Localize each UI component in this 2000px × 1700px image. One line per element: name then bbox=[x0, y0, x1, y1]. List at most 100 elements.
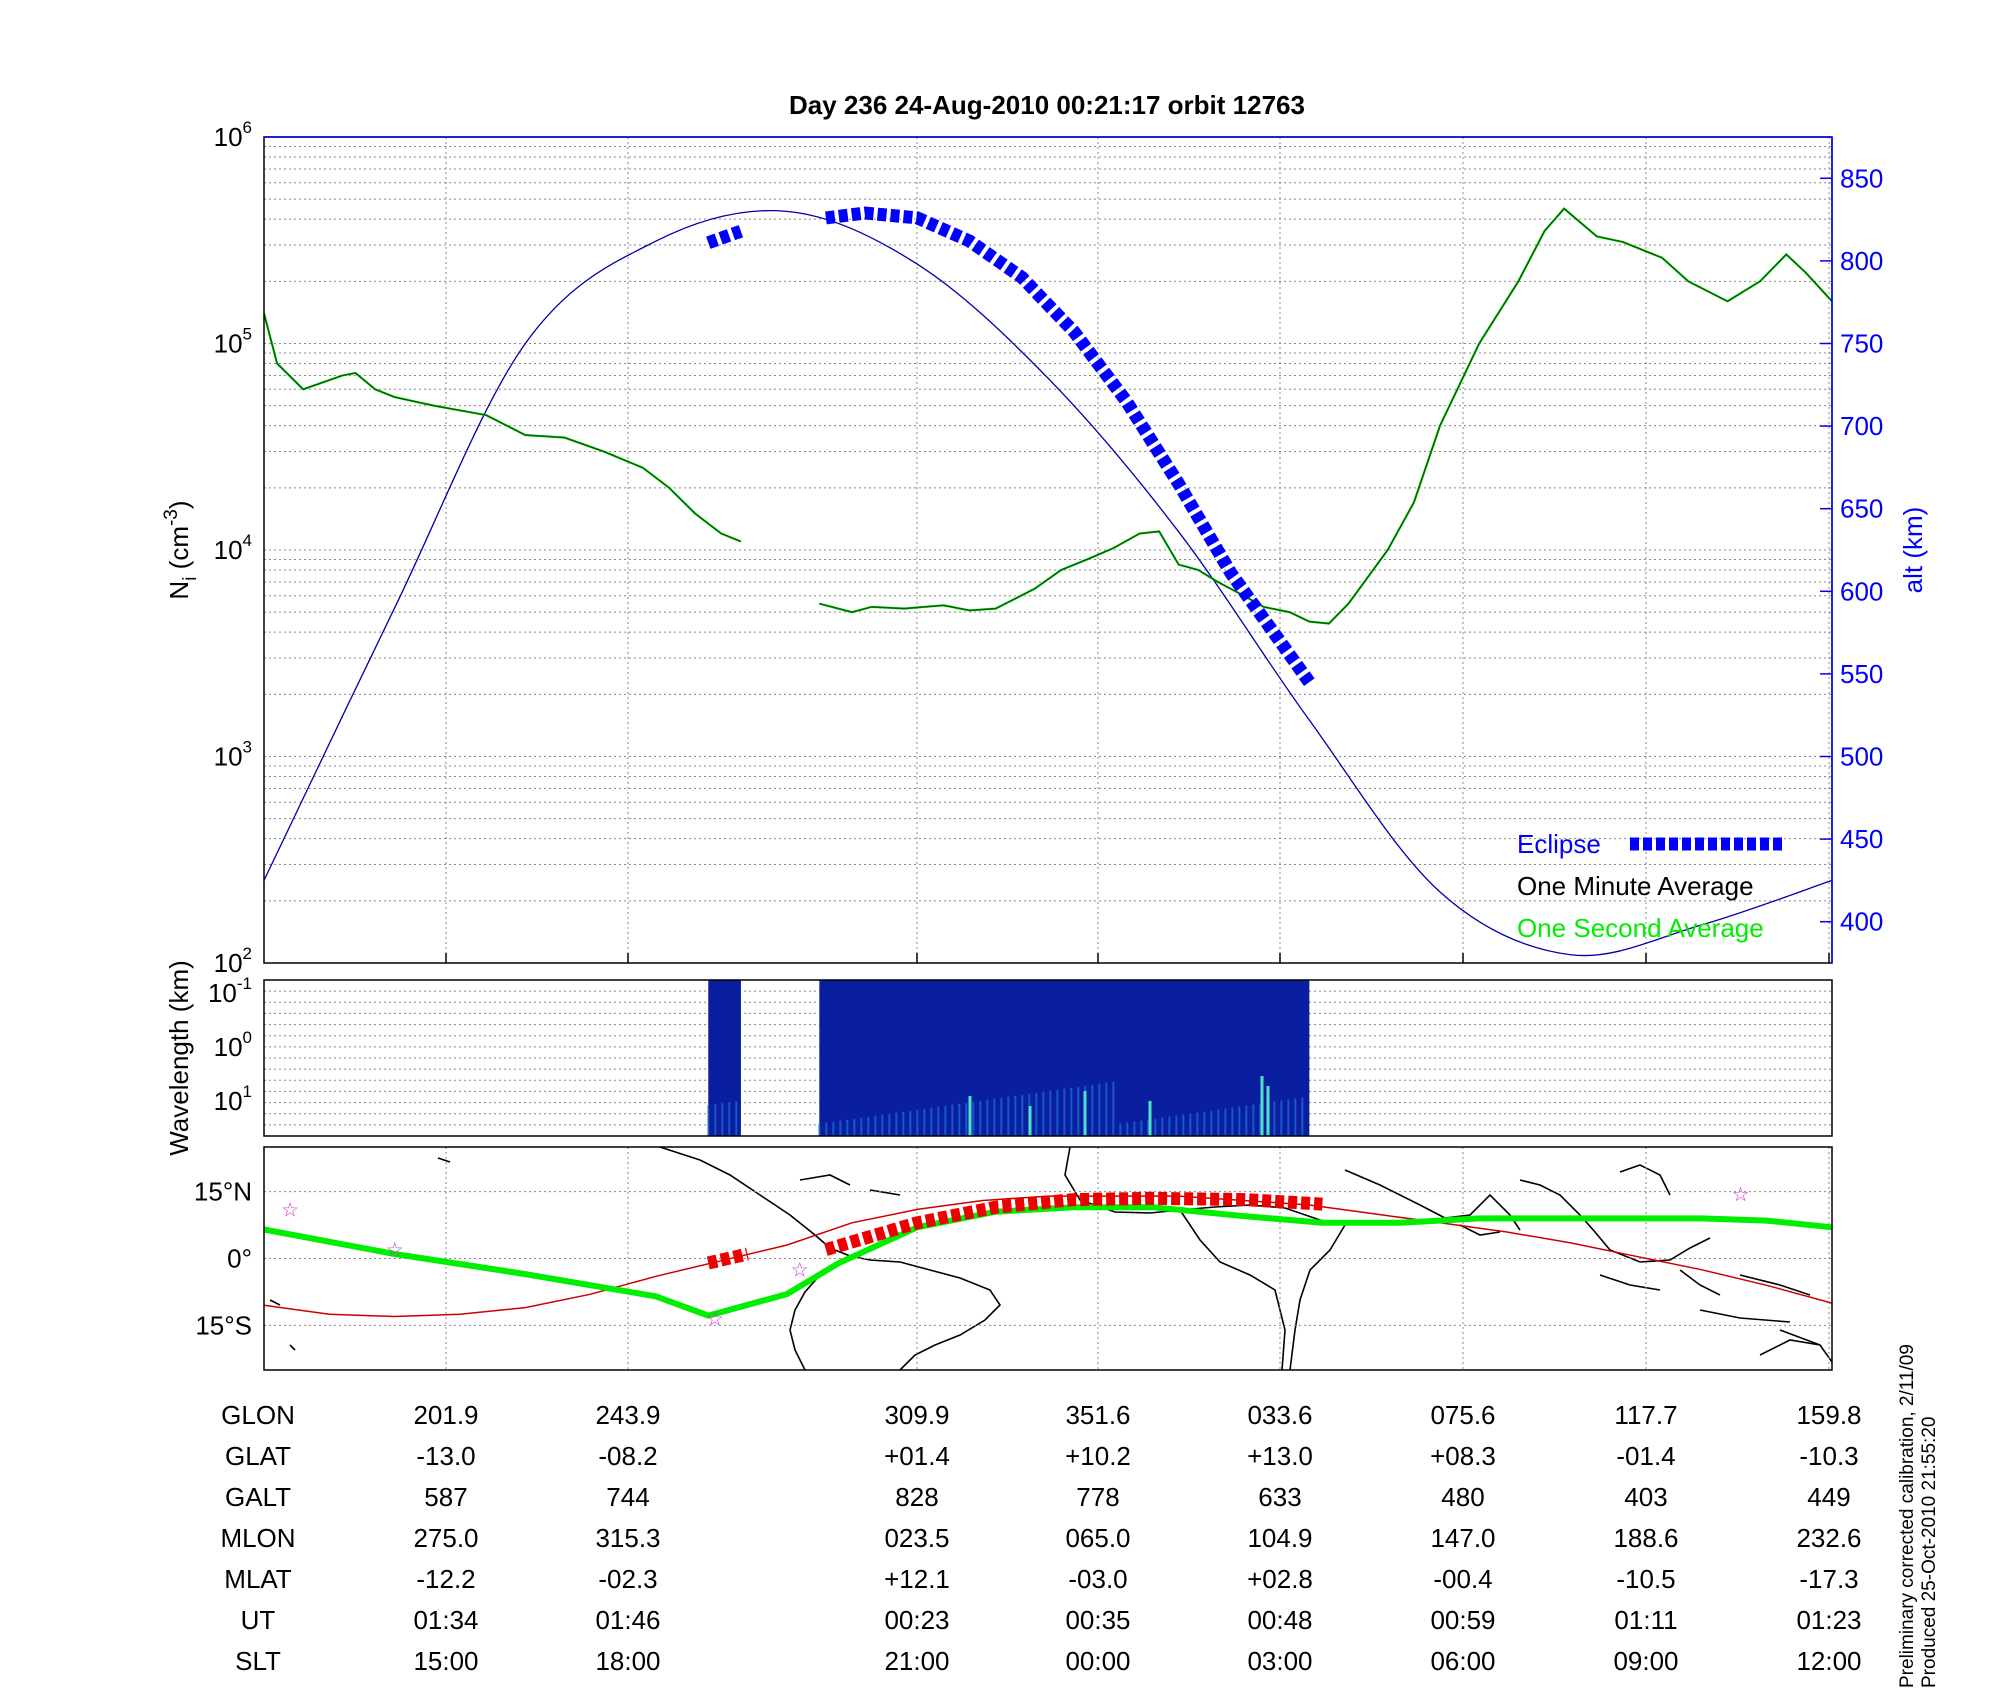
table-cell: 188.6 bbox=[1613, 1523, 1678, 1553]
ylabel-main: N bbox=[164, 581, 194, 600]
spec-tick-exp: 1 bbox=[243, 1082, 252, 1101]
table-cell: 587 bbox=[424, 1482, 467, 1512]
ylabel-unit-post: ) bbox=[164, 500, 194, 509]
table-cell: +12.1 bbox=[884, 1564, 950, 1594]
table-cell: 03:00 bbox=[1247, 1646, 1312, 1676]
y-tick-base: 10 bbox=[214, 742, 243, 772]
coast-australia bbox=[1759, 1339, 1833, 1363]
footnote-line-1: Preliminary corrected calibration, 2/11/… bbox=[1897, 1344, 1918, 1688]
map-tracks: ☆ ☆ ☆ ☆ ☆ bbox=[263, 1184, 1833, 1331]
table-cell: 828 bbox=[895, 1482, 938, 1512]
spec-tick-exp: 0 bbox=[243, 1028, 252, 1047]
table-cell: -13.0 bbox=[416, 1441, 475, 1471]
table-cell: 275.0 bbox=[413, 1523, 478, 1553]
one-second-line bbox=[262, 312, 742, 543]
ion-density-ylabel: Ni (cm-3) bbox=[161, 500, 201, 599]
altitude-tick-label: 700 bbox=[1840, 411, 1883, 441]
table-cell: 15:00 bbox=[413, 1646, 478, 1676]
table-cell: +10.2 bbox=[1065, 1441, 1131, 1471]
magnetic-star: ☆ bbox=[706, 1309, 724, 1331]
magnetic-star: ☆ bbox=[791, 1260, 809, 1282]
table-cell: 744 bbox=[606, 1482, 649, 1512]
spec-tick-exp: -1 bbox=[237, 974, 252, 993]
altitude-tick-label: 400 bbox=[1840, 907, 1883, 937]
altitude-tick-label: 450 bbox=[1840, 824, 1883, 854]
one-minute-line bbox=[263, 313, 742, 543]
eclipse-line bbox=[706, 225, 744, 249]
table-row-label: GLON bbox=[221, 1400, 295, 1430]
map-y-axis: 15°N 0° 15°S bbox=[194, 1177, 252, 1341]
y-tick-label: 103 bbox=[214, 738, 252, 772]
magnetic-star: ☆ bbox=[1732, 1184, 1750, 1206]
legend-one-second-label: One Second Average bbox=[1517, 913, 1764, 943]
table-cell: 232.6 bbox=[1796, 1523, 1861, 1553]
table-cell: 01:11 bbox=[1614, 1605, 1677, 1635]
table-cell: 315.3 bbox=[595, 1523, 660, 1553]
table-cell: 01:46 bbox=[595, 1605, 660, 1635]
spectrogram-grid bbox=[264, 990, 1832, 1126]
altitude-tick-label: 600 bbox=[1840, 576, 1883, 606]
y-tick-exp: 4 bbox=[243, 531, 252, 550]
table-cell: -08.2 bbox=[598, 1441, 657, 1471]
table-cell: 778 bbox=[1076, 1482, 1119, 1512]
y-tick-base: 10 bbox=[214, 122, 243, 152]
legend-eclipse-label: Eclipse bbox=[1517, 829, 1601, 859]
table-cell: 147.0 bbox=[1430, 1523, 1495, 1553]
table-cell: -10.3 bbox=[1799, 1441, 1858, 1471]
table-row-label: MLON bbox=[220, 1523, 295, 1553]
y-tick-exp: 3 bbox=[243, 738, 252, 757]
table-cell: 117.7 bbox=[1614, 1400, 1677, 1430]
table-cell: 12:00 bbox=[1796, 1646, 1861, 1676]
table-cell: 075.6 bbox=[1430, 1400, 1495, 1430]
footprint-eclipse-line bbox=[706, 1247, 749, 1270]
coast-indonesia bbox=[1599, 1269, 1821, 1346]
table-cell: +01.4 bbox=[884, 1441, 950, 1471]
one-second-line bbox=[818, 206, 1833, 625]
magnetic-star: ☆ bbox=[281, 1199, 299, 1221]
table-cell: +02.8 bbox=[1247, 1564, 1313, 1594]
table-cell: 01:23 bbox=[1796, 1605, 1861, 1635]
altitude-tick-label: 850 bbox=[1840, 163, 1883, 193]
table-cell: -02.3 bbox=[598, 1564, 657, 1594]
magnetic-star: ☆ bbox=[386, 1240, 404, 1262]
footnote-line-2: Produced 25-Oct-2010 21:55:20 bbox=[1919, 1417, 1940, 1688]
coast-pacific-islands bbox=[269, 1157, 451, 1351]
table-cell: 033.6 bbox=[1247, 1400, 1312, 1430]
y-tick-label: 102 bbox=[214, 944, 252, 978]
table-cell: -00.4 bbox=[1433, 1564, 1492, 1594]
altitude-y-axis: 400 450 500 550 600 650 700 750 800 850 bbox=[445, 163, 1883, 963]
coast-southeast-asia bbox=[1519, 1164, 1711, 1263]
table-cell: 00:59 bbox=[1430, 1605, 1495, 1635]
table-cell: -17.3 bbox=[1799, 1564, 1858, 1594]
table-cell: 065.0 bbox=[1065, 1523, 1130, 1553]
spectrogram-image bbox=[707, 980, 1310, 1136]
y-tick-base: 10 bbox=[214, 948, 243, 978]
table-row-label: GALT bbox=[225, 1482, 291, 1512]
y-tick-label: 105 bbox=[214, 325, 252, 359]
table-row-label: GLAT bbox=[225, 1441, 291, 1471]
legend-one-minute-label: One Minute Average bbox=[1517, 871, 1754, 901]
map-frame bbox=[263, 1146, 1833, 1371]
table-cell: 06:00 bbox=[1430, 1646, 1495, 1676]
one-minute-line bbox=[819, 207, 1833, 625]
table-cell: 159.8 bbox=[1796, 1400, 1861, 1430]
y-tick-label: 106 bbox=[214, 118, 252, 152]
table-cell: 309.9 bbox=[884, 1400, 949, 1430]
table-cell: -03.0 bbox=[1068, 1564, 1127, 1594]
y-tick-base: 10 bbox=[214, 535, 243, 565]
altitude-tick-label: 800 bbox=[1840, 246, 1883, 276]
ground-track-line bbox=[263, 1204, 1833, 1319]
map-grid bbox=[264, 1147, 1832, 1370]
y-tick-base: 10 bbox=[214, 329, 243, 359]
ion-density-grid bbox=[264, 137, 1832, 964]
table-cell: 00:48 bbox=[1247, 1605, 1312, 1635]
orbit-table: GLON 201.9 243.9 309.9 351.6 033.6 075.6 117.7 1… bbox=[220, 1400, 1861, 1676]
table-cell: 403 bbox=[1624, 1482, 1667, 1512]
map-lat-label: 15°N bbox=[194, 1177, 252, 1207]
table-cell: 09:00 bbox=[1613, 1646, 1678, 1676]
table-cell: 01:34 bbox=[413, 1605, 478, 1635]
map-lat-label: 0° bbox=[227, 1244, 252, 1274]
spectrogram-ylabel: Wavelength (km) bbox=[164, 960, 194, 1156]
table-cell: 243.9 bbox=[595, 1400, 660, 1430]
